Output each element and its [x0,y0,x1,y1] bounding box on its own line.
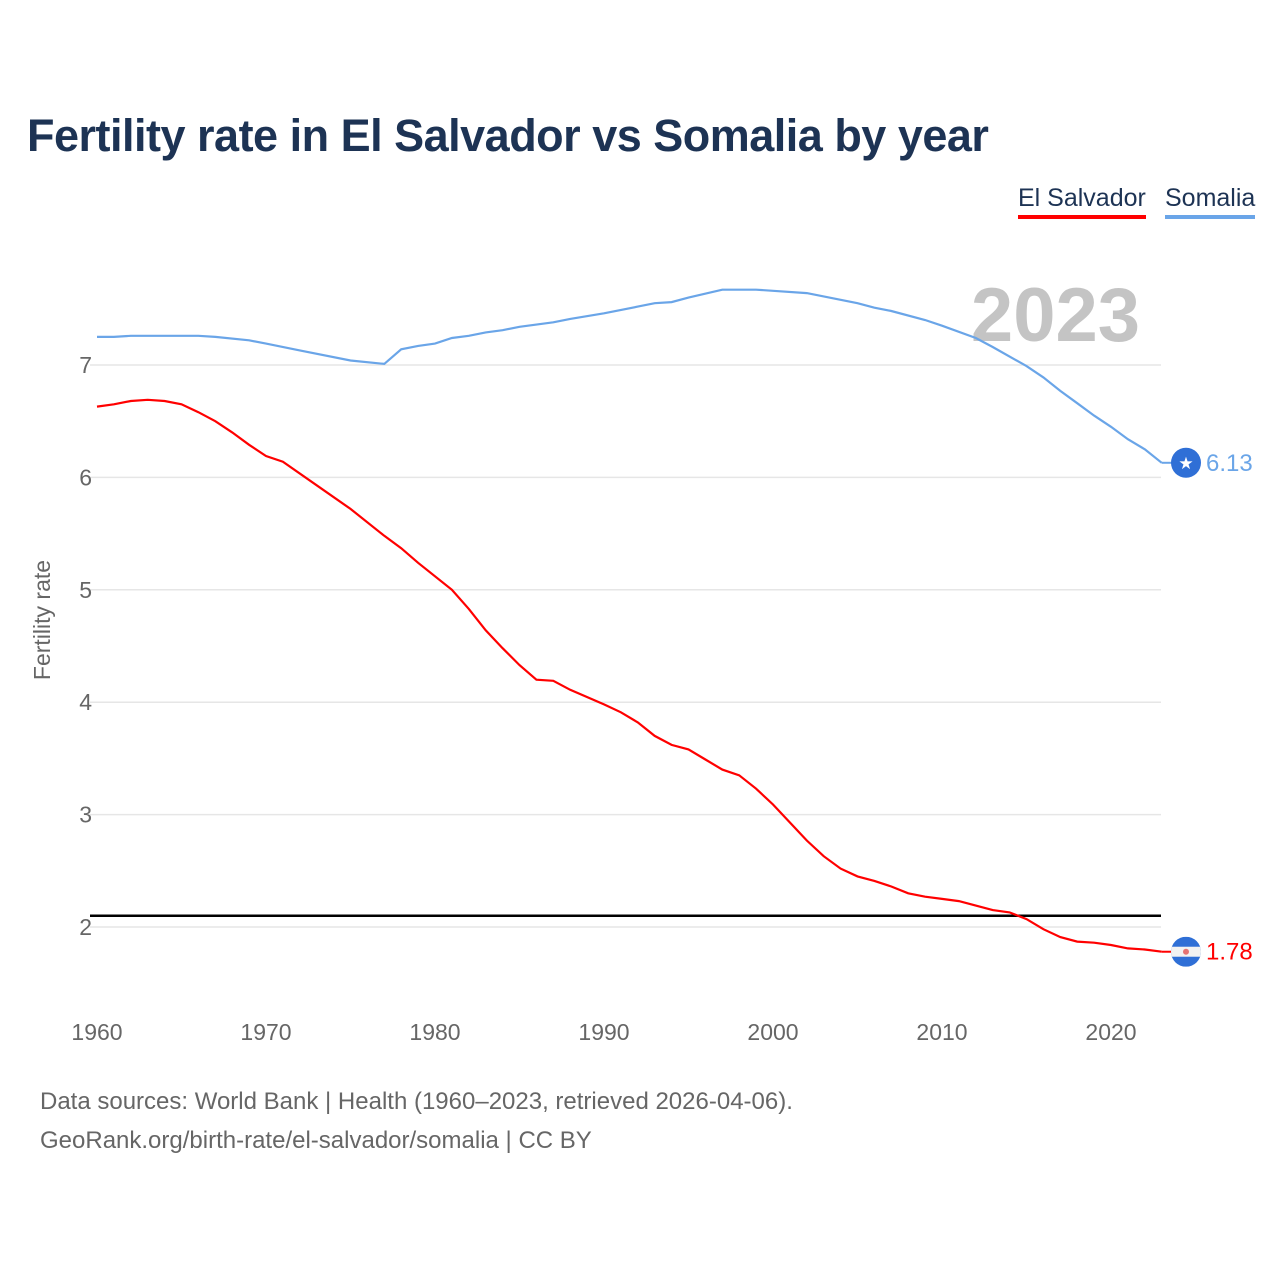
x-tick-label: 1980 [409,1019,460,1045]
year-watermark: 2023 [971,273,1140,358]
series-line-el-salvador [96,398,1162,953]
source-link[interactable]: GeoRank.org/birth-rate/el-salvador/somal… [40,1127,592,1154]
somalia-flag-icon [1171,447,1201,478]
flag-star-icon: ★ [1178,454,1193,473]
series-line-somalia [97,288,1163,464]
x-tick-label: 2010 [916,1019,967,1045]
y-axis-label: Fertility rate [29,560,55,680]
chart-title: Fertility rate in El Salvador vs Somalia… [27,110,989,161]
y-tick-label: 7 [79,352,92,378]
y-tick-label: 6 [79,464,92,490]
y-tick-label: 3 [79,802,92,828]
x-tick-label: 2020 [1085,1019,1136,1045]
legend-somalia[interactable]: Somalia [1165,184,1256,219]
y-tick-label: 2 [79,914,92,940]
end-value-label: 6.13 [1206,450,1253,477]
x-tick-label: 1970 [240,1019,291,1045]
y-tick-label: 5 [79,577,92,603]
legend-el-salvador[interactable]: El Salvador [1018,184,1146,219]
x-tick-label: 2000 [747,1019,798,1045]
x-tick-label: 1990 [578,1019,629,1045]
end-value-label: 1.78 [1206,939,1253,966]
y-tick-label: 4 [79,689,92,715]
flag-emblem [1183,948,1189,955]
source-note: Data sources: World Bank | Health (1960–… [40,1088,793,1115]
x-tick-label: 1960 [71,1019,122,1045]
